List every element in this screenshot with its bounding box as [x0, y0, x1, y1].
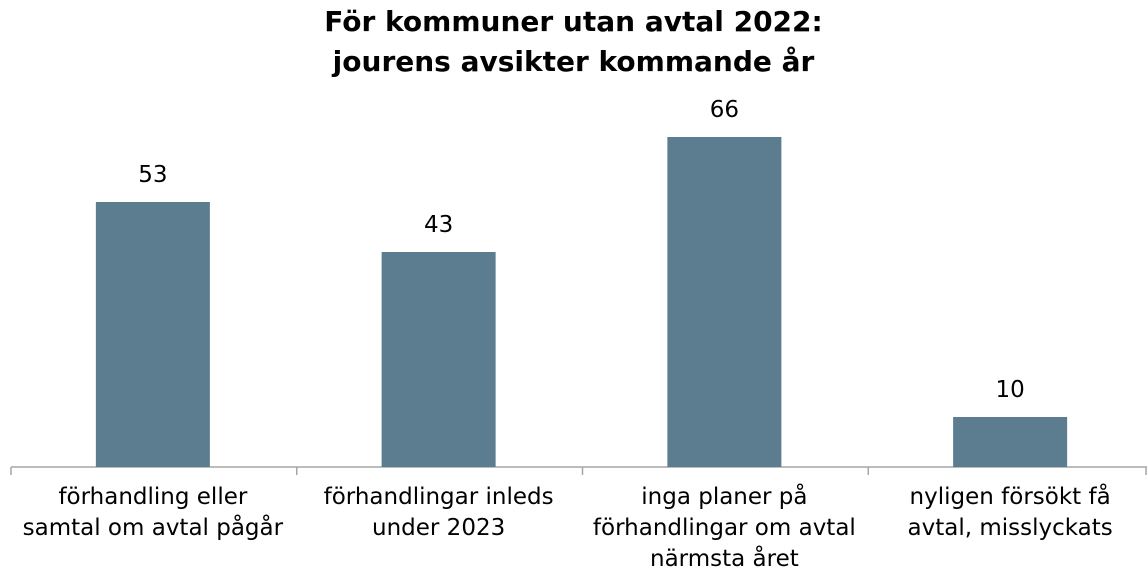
x-tick-label: nyligen försökt få avtal, misslyckats [907, 484, 1113, 541]
data-label: 66 [709, 97, 740, 123]
data-label: 10 [995, 377, 1025, 403]
chart-title: För kommuner utan avtal 2022: jourens av… [324, 5, 823, 78]
x-tick-label: förhandling eller samtal om avtal pågår [22, 484, 284, 541]
data-label: 43 [423, 212, 454, 238]
bar [667, 137, 782, 467]
x-tick-label: inga planer på förhandlingar om avtal nä… [592, 484, 856, 572]
bar [95, 202, 210, 467]
bar [953, 417, 1068, 467]
data-label: 53 [138, 162, 168, 188]
bar [381, 252, 496, 467]
x-tick-label: förhandlingar inleds under 2023 [323, 484, 554, 541]
